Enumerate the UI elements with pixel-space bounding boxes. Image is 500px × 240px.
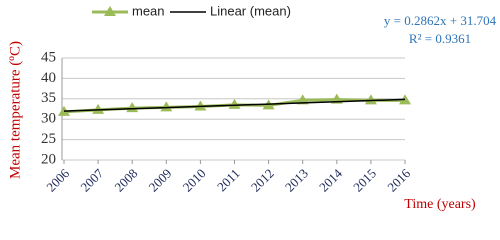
legend-label: Linear (mean): [210, 3, 291, 18]
x-tick-label: 2012: [248, 166, 277, 195]
x-tick-label: 2009: [146, 166, 175, 195]
x-tick-label: 2008: [111, 166, 140, 195]
marker: [364, 94, 377, 105]
marker: [296, 94, 309, 105]
y-tick-label: 25: [41, 131, 56, 147]
x-tick-label: 2014: [316, 165, 345, 194]
legend-marker: [104, 6, 116, 16]
r-squared: R² = 0.9361: [409, 31, 471, 46]
chart: Mean temperature (ºC) Time (years) y = 0…: [7, 3, 497, 212]
x-tick-label: 2013: [282, 166, 311, 195]
x-tick-label: 2015: [350, 166, 379, 195]
y-tick-label: 45: [41, 49, 56, 65]
y-axis-title: Mean temperature (ºC): [7, 41, 23, 179]
x-tick-label: 2010: [180, 166, 209, 195]
y-tick-label: 35: [41, 90, 56, 106]
y-tick-label: 20: [41, 151, 56, 167]
series-line: [63, 98, 406, 112]
marker: [194, 100, 207, 111]
y-tick-label: 30: [41, 111, 56, 127]
y-tick-label: 40: [41, 70, 56, 86]
x-axis-title: Time (years): [404, 197, 476, 212]
marker: [228, 98, 241, 109]
x-tick-label: 2016: [384, 165, 413, 194]
x-tick-label: 2006: [43, 165, 72, 194]
legend-label: mean: [132, 3, 165, 18]
x-tick-label: 2011: [214, 166, 243, 195]
marker: [92, 103, 105, 114]
marker: [126, 102, 139, 113]
equation: y = 0.2862x + 31.704: [384, 13, 497, 28]
x-tick-label: 2007: [77, 165, 106, 194]
marker: [160, 101, 173, 112]
